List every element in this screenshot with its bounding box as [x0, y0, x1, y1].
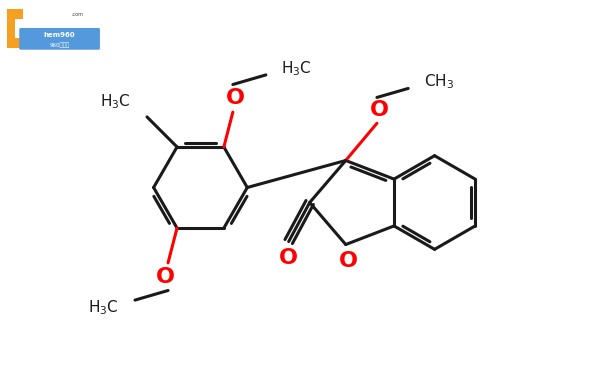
Text: O: O	[156, 267, 175, 287]
Text: O: O	[279, 248, 298, 268]
Text: H$_3$C: H$_3$C	[281, 60, 311, 78]
Text: H$_3$C: H$_3$C	[100, 93, 131, 111]
Text: O: O	[370, 100, 389, 120]
Text: O: O	[339, 251, 358, 272]
Text: H$_3$C: H$_3$C	[88, 298, 119, 316]
Text: O: O	[226, 88, 245, 108]
Text: CH$_3$: CH$_3$	[424, 72, 454, 91]
